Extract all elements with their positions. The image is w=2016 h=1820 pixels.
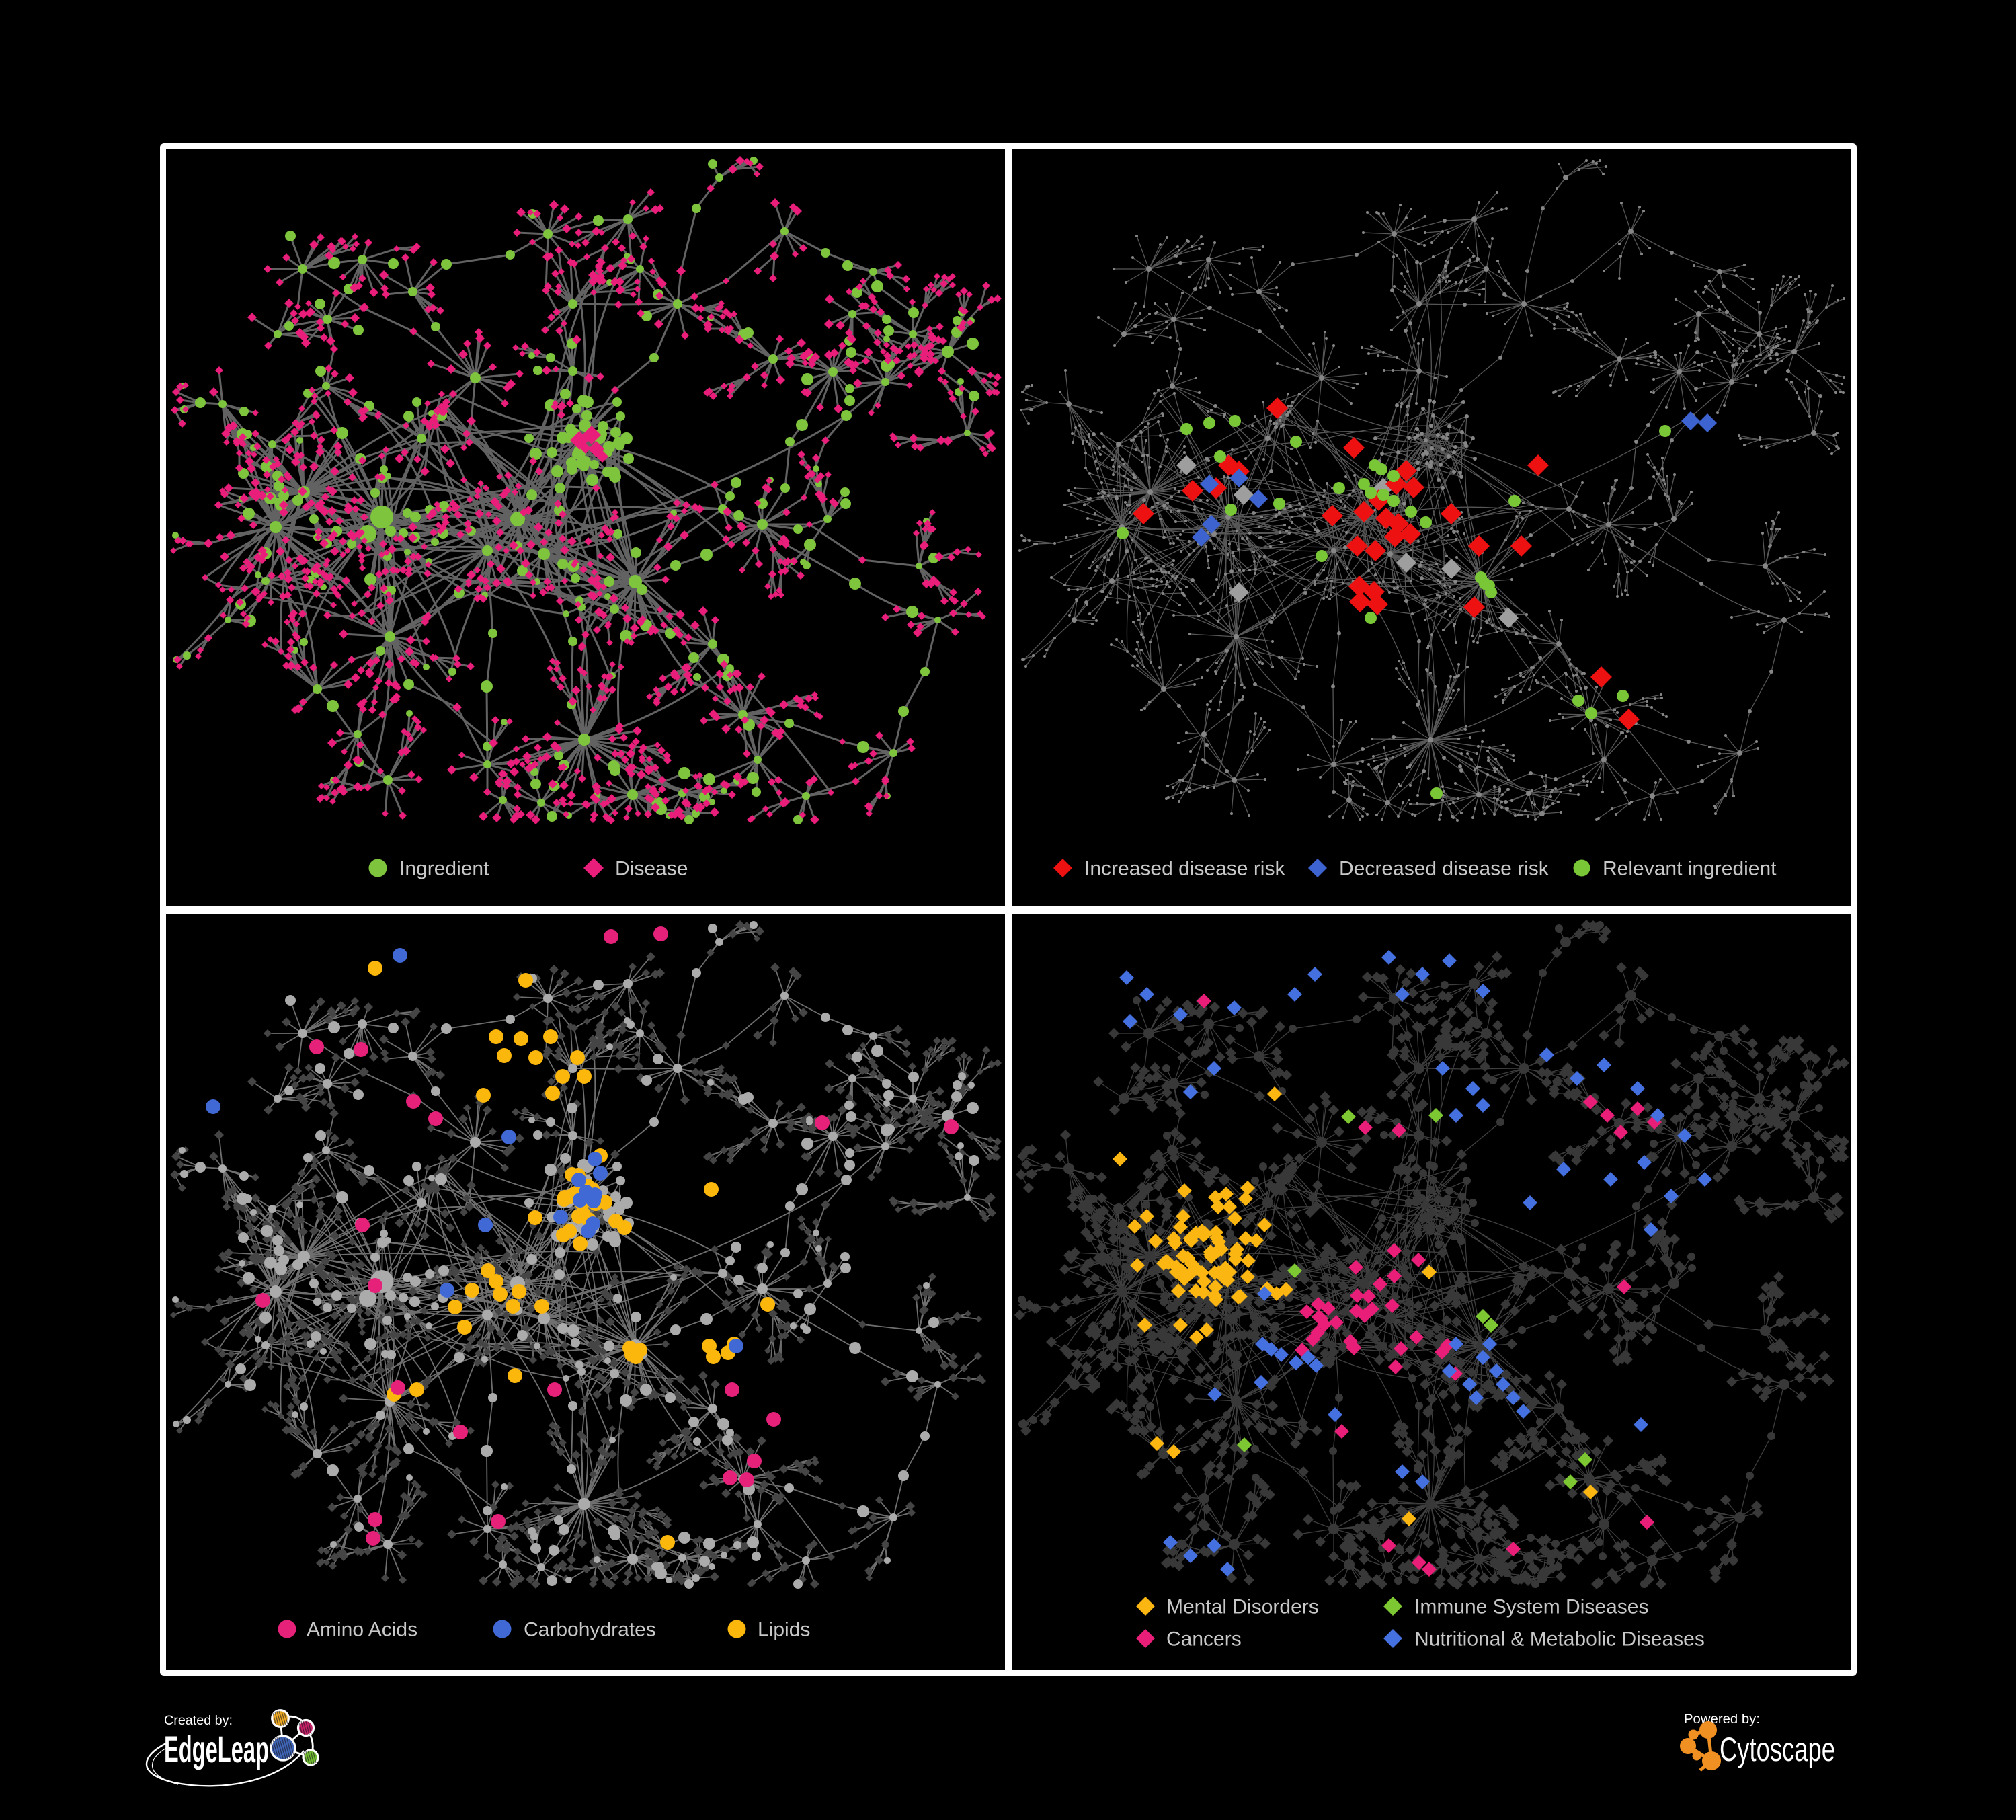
svg-text:Carbohydrates: Carbohydrates — [524, 1618, 656, 1640]
svg-text:Decreased disease risk: Decreased disease risk — [1339, 858, 1549, 880]
svg-text:Created by:: Created by: — [164, 1714, 233, 1728]
svg-text:Amino Acids: Amino Acids — [307, 1618, 417, 1640]
svg-text:Cytoscape: Cytoscape — [1720, 1731, 1835, 1768]
svg-text:Immune System Diseases: Immune System Diseases — [1414, 1595, 1648, 1618]
svg-text:Cancers: Cancers — [1166, 1628, 1242, 1650]
svg-text:Powered by:: Powered by: — [1684, 1712, 1760, 1727]
svg-text:Mental Disorders: Mental Disorders — [1166, 1595, 1319, 1618]
svg-text:Nutritional & Metabolic Diseas: Nutritional & Metabolic Diseases — [1414, 1628, 1705, 1650]
svg-text:Ingredient: Ingredient — [399, 858, 489, 880]
svg-text:Disease: Disease — [615, 858, 688, 880]
svg-text:Increased disease risk: Increased disease risk — [1084, 858, 1285, 880]
svg-text:EdgeLeap: EdgeLeap — [164, 1728, 269, 1770]
svg-text:Relevant ingredient: Relevant ingredient — [1603, 858, 1777, 880]
svg-text:Lipids: Lipids — [758, 1618, 810, 1640]
